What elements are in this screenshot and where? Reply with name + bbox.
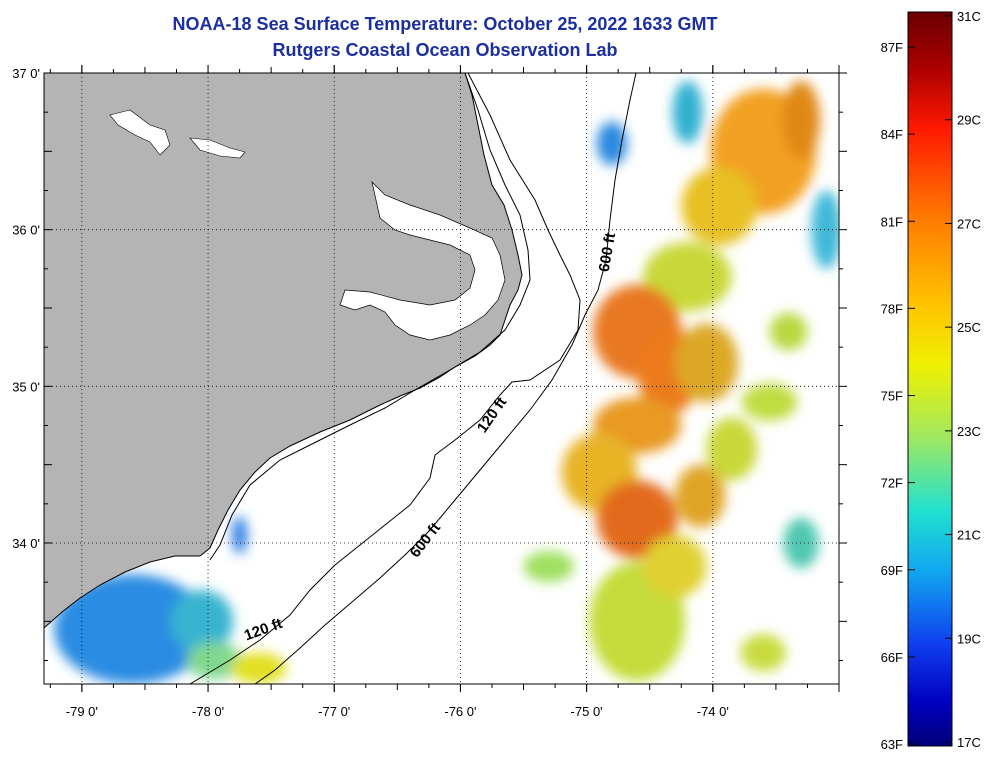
river-estuary	[109, 109, 171, 156]
colorbar-f-label: 84F	[881, 127, 903, 142]
contour-120ft	[189, 73, 581, 684]
colorbar-f-label: 66F	[881, 650, 903, 665]
sst-patch-18	[740, 633, 786, 672]
colorbar-f-label: 75F	[881, 389, 903, 404]
colorbar-f-label: 87F	[881, 40, 903, 55]
sst-patch-20	[811, 190, 839, 269]
lon-tick-label: -79 0'	[66, 704, 98, 719]
sst-patch-5	[643, 242, 732, 312]
sst-patch-12	[596, 480, 678, 559]
colorbar-labels: 87F 84F 81F 78F 75F 72F 69F 66F 63F 31C 29C 27C 25C 2…	[881, 9, 981, 752]
lat-tick-label: 34 0'	[12, 536, 40, 551]
contour-label: 600 ft	[596, 232, 620, 274]
map-subtitle: Rutgers Coastal Ocean Observation Lab	[272, 40, 618, 60]
sst-patch-13	[674, 464, 726, 528]
colorbar-c-label: 19C	[957, 631, 981, 646]
colorbar-f-label: 78F	[881, 301, 903, 316]
lat-tick-label: 37 0'	[12, 66, 40, 81]
sst-patch-23	[170, 590, 234, 653]
lon-tick-label: -77 0'	[318, 704, 350, 719]
contour-600ft	[254, 73, 637, 684]
map-title: NOAA-18 Sea Surface Temperature: October…	[172, 14, 718, 34]
lat-tick-label: 36 0'	[12, 223, 40, 238]
sst-patch-21	[769, 312, 808, 351]
lon-tick-label: -76 0'	[444, 704, 476, 719]
colorbar-c-label: 27C	[957, 216, 981, 231]
lon-tick-label: -74 0'	[697, 704, 729, 719]
sst-patch-26	[232, 516, 248, 554]
sst-patch-24	[186, 641, 243, 680]
colorbar-f-label: 81F	[881, 214, 903, 229]
colorbar-f-label: 72F	[881, 476, 903, 491]
sst-patch-4	[782, 80, 821, 160]
coastline-outer	[209, 73, 531, 561]
temperature-colorbar	[907, 11, 953, 747]
map-frame	[43, 72, 840, 685]
sst-patch-17	[523, 550, 574, 583]
river-estuary-2	[189, 137, 246, 159]
sst-patch-16	[643, 535, 707, 598]
sst-patch-8	[674, 323, 739, 403]
sst-patch-19	[783, 517, 819, 569]
sst-patch-25	[230, 652, 287, 684]
colorbar-c-label: 31C	[957, 9, 981, 24]
sst-patch-1	[681, 167, 757, 246]
lat-tick-label: 35 0'	[12, 379, 40, 394]
colorbar-c-label: 29C	[957, 113, 981, 128]
colorbar-c-label: 23C	[957, 424, 981, 439]
sst-data-layer	[54, 80, 839, 684]
lon-tick-label: -75 0'	[571, 704, 603, 719]
sst-patch-2	[672, 80, 703, 144]
colorbar-c-label: 21C	[957, 528, 981, 543]
sst-patch-22	[54, 574, 211, 684]
lon-tick-label: -78 0'	[192, 704, 224, 719]
sst-patch-3	[596, 121, 627, 166]
colorbar-f-label: 63F	[881, 737, 903, 752]
sst-patch-14	[706, 417, 757, 481]
axis-ticks: -79 0' -78 0' -77 0' -76 0' -75 0' -74 0' 37 0…	[12, 65, 847, 719]
sst-patch-9	[741, 383, 798, 421]
pamlico-sound	[339, 180, 506, 341]
colorbar-c-label: 17C	[957, 735, 981, 750]
colorbar-f-label: 69F	[881, 563, 903, 578]
colorbar-c-label: 25C	[957, 320, 981, 335]
